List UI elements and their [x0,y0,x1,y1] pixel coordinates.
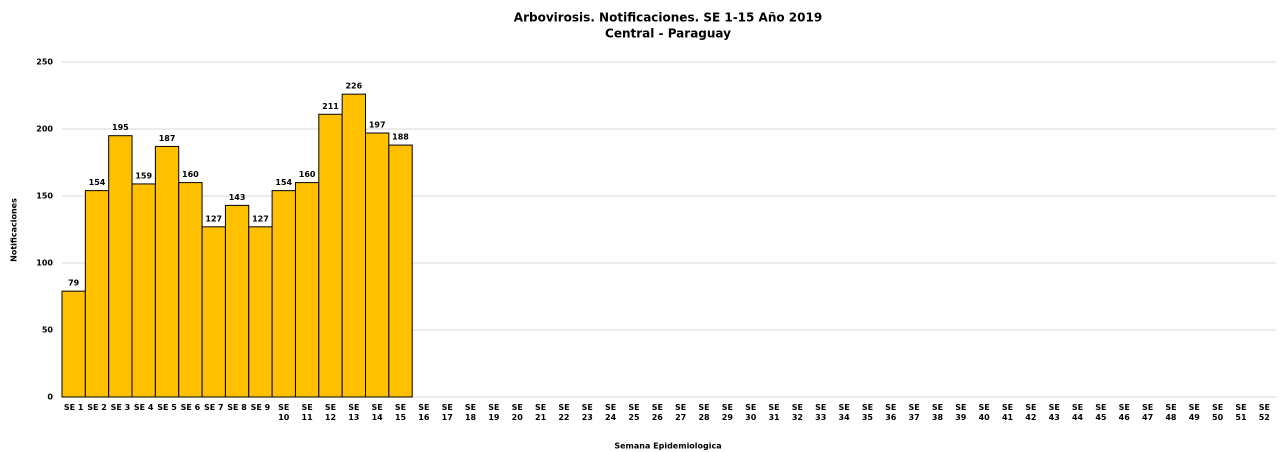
x-tick-label: SE 52 [1258,403,1270,422]
value-label: 154 [89,178,106,187]
x-tick-label: SE 28 [698,403,710,422]
value-label: 187 [159,134,176,143]
x-tick-label: SE 27 [675,403,687,422]
x-tick-label: SE 30 [745,403,757,422]
x-tick-label: SE 46 [1118,403,1130,422]
bar [178,182,203,398]
x-tick-label: SE 18 [464,403,477,422]
x-tick-label: SE 22 [558,403,570,422]
x-tick-label: SE 48 [1165,403,1177,422]
bar [84,190,110,398]
value-label: 154 [275,178,292,187]
y-tick-label: 0 [47,393,53,402]
value-label: 127 [205,214,222,223]
x-tick-label: SE 19 [488,403,500,422]
x-tick-label: SE 15 [394,403,407,422]
x-tick-label: SE 14 [371,403,383,422]
y-tick-label: 200 [36,125,53,134]
y-axis-label: Notificaciones [10,198,19,262]
value-label: 211 [322,102,339,111]
x-tick-label: SE 42 [1025,403,1037,422]
bar [224,204,250,398]
bar [131,183,156,398]
value-label: 195 [112,123,129,132]
x-tick-label: SE 1 [63,403,84,412]
bar [271,190,296,398]
x-tick-label: SE 29 [721,403,733,422]
y-tick-label: 50 [42,326,54,335]
x-tick-label: SE 36 [885,403,897,422]
x-tick-label: SE 44 [1071,403,1084,422]
bar [108,135,133,398]
x-tick-label: SE 45 [1095,403,1107,422]
x-tick-label: SE 5 [157,403,177,412]
x-tick-label: SE 25 [628,403,640,422]
y-tick-label: 250 [36,58,53,67]
x-tick-label: SE 26 [651,403,663,422]
bar [365,132,390,398]
x-tick-label: SE 50 [1212,403,1224,422]
bar [154,145,180,398]
x-tick-label: SE 51 [1235,403,1247,422]
y-tick-label: 100 [36,259,53,268]
x-tick-label: SE 49 [1188,403,1200,422]
x-tick-label: SE 32 [791,403,803,422]
bar [248,226,273,398]
x-tick-label: SE 35 [861,403,874,422]
chart-title: Arbovirosis. Notificaciones. SE 1-15 Año… [514,11,822,25]
x-tick-label: SE 17 [441,403,453,422]
x-tick-label: SE 4 [133,403,154,412]
x-tick-label: SE 20 [511,403,523,422]
value-label: 188 [392,133,409,142]
x-tick-label: SE 33 [815,403,827,422]
value-label: 160 [182,170,199,179]
x-tick-label: SE 3 [110,403,131,412]
x-tick-label: SE 23 [581,403,593,422]
x-tick-label: SE 13 [348,403,360,422]
x-tick-label: SE 16 [418,403,430,422]
value-label: 79 [68,279,80,288]
x-tick-label: SE 41 [1001,403,1014,422]
value-label: 159 [135,171,152,180]
x-tick-label: SE 37 [908,403,920,422]
bar [201,226,226,398]
x-tick-label: SE 39 [955,403,967,422]
x-tick-label: SE 31 [768,403,780,422]
x-tick-label: SE 9 [250,403,271,412]
x-tick-label: SE 8 [227,403,247,412]
x-tick-label: SE 40 [978,403,990,422]
value-label: 143 [229,193,246,202]
x-tick-label: SE 38 [931,403,944,422]
x-tick-label: SE 43 [1048,403,1060,422]
bar [61,290,86,398]
bar [341,93,366,398]
x-tick-label: SE 21 [534,403,547,422]
x-tick-label: SE 6 [180,403,201,412]
x-axis-label: Semana Epidemiologica [614,442,721,451]
x-tick-label: SE 2 [87,403,107,412]
x-tick-label: SE 34 [838,403,850,422]
x-tick-label: SE 11 [301,403,313,422]
x-tick-label: SE 24 [605,403,617,422]
x-tick-label: SE 12 [324,403,337,422]
value-label: 197 [369,121,386,130]
x-tick-label: SE 10 [278,403,290,422]
value-label: 226 [345,82,362,91]
x-tick-label: SE 47 [1141,403,1154,422]
y-tick-label: 150 [36,192,53,201]
chart-subtitle: Central - Paraguay [605,27,731,41]
bar [318,113,343,398]
bar [388,144,413,398]
x-tick-label: SE 7 [203,403,224,412]
value-label: 160 [299,170,316,179]
bar [294,182,320,398]
value-label: 127 [252,214,269,223]
